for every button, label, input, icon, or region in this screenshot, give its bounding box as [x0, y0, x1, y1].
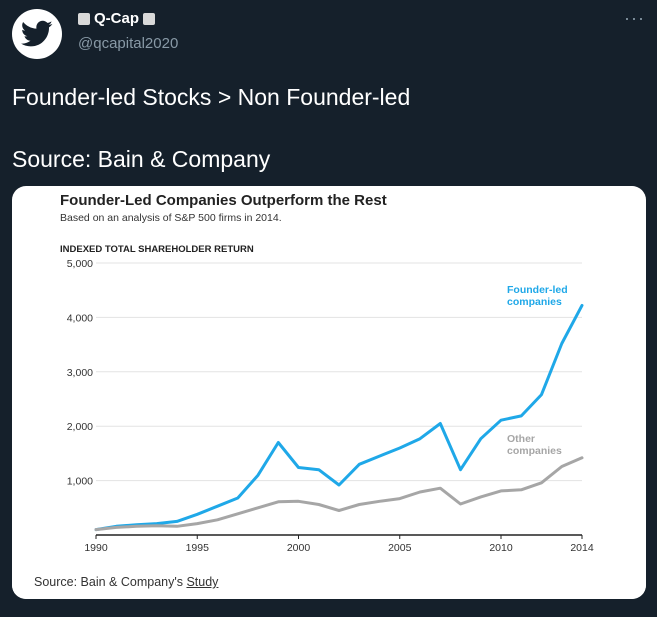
series-label: companies: [507, 445, 562, 457]
x-tick-label: 2014: [570, 542, 594, 554]
display-name[interactable]: Q-Cap: [94, 10, 139, 27]
tweet-line: Source: Bain & Company: [12, 146, 271, 172]
avatar[interactable]: [12, 9, 62, 59]
user-handle[interactable]: @qcapital2020: [78, 35, 179, 52]
emoji-square-icon: [78, 12, 90, 25]
twitter-bird-icon: [21, 20, 53, 47]
y-tick-label: 2,000: [67, 421, 93, 433]
more-dots-icon[interactable]: ···: [624, 8, 645, 28]
y-axis-label: INDEXED TOTAL SHAREHOLDER RETURN: [60, 244, 254, 255]
tweet-line: Founder-led Stocks > Non Founder-led: [12, 84, 411, 110]
x-tick-label: 1995: [186, 542, 210, 554]
source-prefix: Source: Bain & Company's: [34, 575, 187, 589]
emoji-square-icon: [143, 12, 155, 25]
media-card[interactable]: Founder-Led Companies Outperform the Res…: [12, 186, 646, 599]
series-label: companies: [507, 296, 562, 308]
author-name-row[interactable]: Q-Cap: [78, 10, 155, 27]
study-link[interactable]: Study: [186, 575, 219, 589]
y-tick-label: 3,000: [67, 367, 93, 379]
series-label: Other: [507, 433, 535, 445]
card-source-caption: Source: Bain & Company's Study: [12, 566, 646, 599]
chart: Founder-Led Companies Outperform the Res…: [60, 192, 594, 554]
y-tick-label: 1,000: [67, 476, 93, 488]
chart-title: Founder-Led Companies Outperform the Res…: [60, 192, 387, 209]
series-line: [94, 303, 584, 532]
chart-subtitle: Based on an analysis of S&P 500 firms in…: [60, 212, 282, 224]
series-line: [94, 456, 584, 532]
x-tick-label: 2000: [287, 542, 311, 554]
y-tick-label: 5,000: [67, 258, 93, 270]
x-tick-label: 2010: [489, 542, 513, 554]
x-tick-label: 1990: [84, 542, 108, 554]
y-tick-label: 4,000: [67, 312, 93, 324]
series-label: Founder-led: [507, 284, 568, 296]
tweet-text: Founder-led Stocks > Non Founder-led Sou…: [12, 82, 410, 174]
x-tick-label: 2005: [388, 542, 412, 554]
